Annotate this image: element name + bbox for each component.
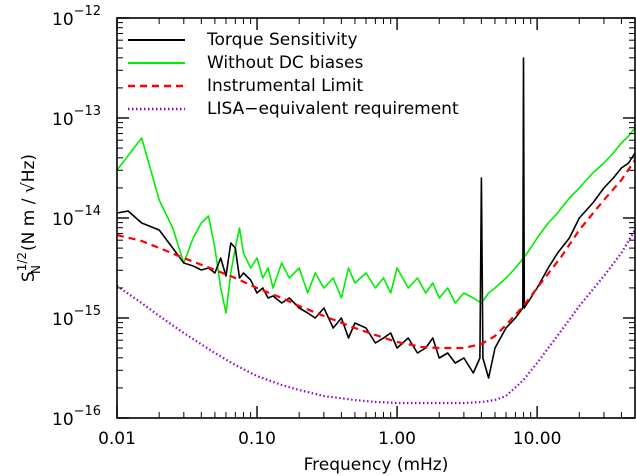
y-tick-label-base-1: 10 <box>52 310 74 330</box>
x-tick-label-0: 0.01 <box>98 429 136 449</box>
y-tick-label-sup-0: −16 <box>74 404 101 419</box>
legend-label-3: LISA−equivalent requirement <box>207 99 459 119</box>
x-tick-label-1: 0.10 <box>238 429 276 449</box>
y-tick-label-base-2: 10 <box>52 210 74 230</box>
y-tick-label-4: 10−12 <box>52 4 101 30</box>
y-axis-label: S1/2N (N m / √Hz) <box>15 154 43 282</box>
y-axis-label-sup: 1/2 <box>15 252 29 271</box>
x-axis-label: Frequency (mHz) <box>304 455 449 475</box>
y-tick-label-base-0: 10 <box>52 410 74 430</box>
series-line-0 <box>116 127 636 314</box>
y-tick-label-1: 10−15 <box>52 304 101 330</box>
y-tick-label-sup-4: −12 <box>74 4 101 19</box>
x-tick-label-2: 1.00 <box>378 429 416 449</box>
legend-label-1: Without DC biases <box>207 53 363 73</box>
series-line-1 <box>116 57 636 379</box>
y-tick-label-base-3: 10 <box>52 110 74 130</box>
y-tick-label-2: 10−14 <box>52 204 101 230</box>
y-axis-label-units: (N m / √Hz) <box>19 154 39 251</box>
series-line-2 <box>116 159 636 350</box>
y-tick-label-sup-1: −15 <box>74 304 101 319</box>
legend: Torque Sensitivity Without DC biases Instr… <box>128 30 459 119</box>
y-tick-label-0: 10−16 <box>52 404 101 430</box>
series-layer <box>116 57 636 405</box>
y-tick-label-base-4: 10 <box>52 10 74 30</box>
legend-label-0: Torque Sensitivity <box>206 30 358 50</box>
x-tick-label-3: 10.00 <box>513 429 562 449</box>
y-tick-label-3: 10−13 <box>52 104 101 130</box>
y-tick-label-sup-3: −13 <box>74 104 101 119</box>
y-axis-label-sub: N <box>29 265 43 274</box>
y-axis-label-base: S <box>19 271 39 282</box>
legend-label-2: Instrumental Limit <box>207 76 364 96</box>
y-tick-label-sup-2: −14 <box>74 204 101 219</box>
